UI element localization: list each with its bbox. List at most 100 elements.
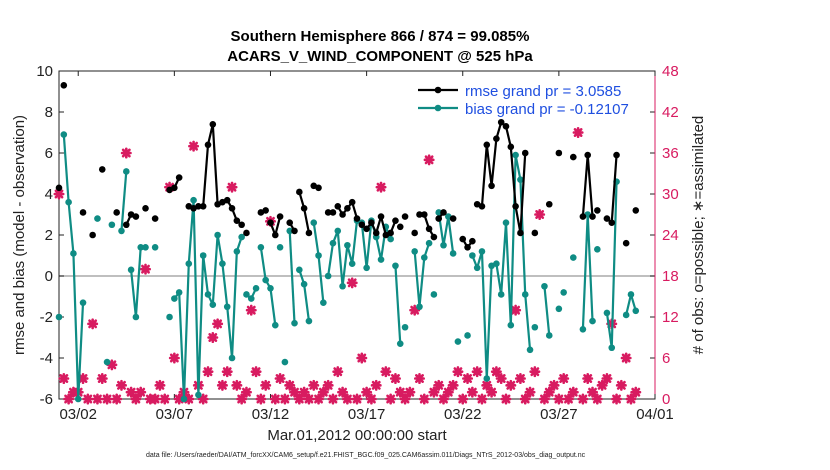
rmse-point [603,215,611,222]
bias-point [507,321,515,329]
obs-count-marker [433,379,445,391]
obs-count-marker [96,373,108,384]
rmse-point [329,209,337,216]
bias-point [108,221,116,229]
bias-point [166,313,173,321]
x-axis-label: Mar.01,2012 00:00:00 start [267,427,447,444]
rmse-point [175,174,183,181]
obs-count-marker [313,393,325,405]
bias-point [132,313,140,321]
obs-count-marker [293,393,305,405]
obs-count-marker [481,379,493,391]
rmse-point [430,233,438,241]
obs-count-marker [370,379,382,391]
bias-point [425,239,433,247]
rmse-point [171,184,178,192]
rmse-point [199,203,207,210]
y2-tick-label: 36 [662,145,679,162]
bias-point [416,303,423,311]
rmse-point [507,143,515,151]
obs-count-marker [380,366,392,378]
rmse-point [459,235,467,243]
obs-count-marker [471,366,483,378]
rmse-point [368,219,375,226]
obs-count-marker [413,373,425,384]
obs-count-marker [82,393,94,405]
rmse-point [238,221,245,229]
bias-point [252,285,260,292]
bias-point [420,254,428,261]
chart-subtitle: ACARS_V_WIND_COMPONENT @ 525 hPa [227,48,533,65]
rmse-point [483,141,491,149]
x-tick-label: 03/22 [444,406,482,423]
obs-count-marker [274,373,286,384]
rmse-point [594,207,601,214]
obs-count-marker [519,393,531,405]
bias-point [478,248,486,255]
obs-count-marker [269,393,281,405]
bias-point [185,260,193,268]
bias-point [286,227,294,235]
bias-point [339,282,346,290]
bias-point [344,241,351,249]
rmse-point [276,213,284,220]
bias-point [291,319,298,327]
bias-point [257,244,265,251]
bias-point [300,280,308,288]
obs-count-marker [625,393,637,405]
x-tick-label: 03/27 [540,406,578,423]
obs-count-marker [452,366,464,378]
rmse-point [344,205,351,212]
bias-point [440,241,447,249]
obs-count-marker [111,393,123,405]
rmse-point [358,221,366,229]
rmse-point [545,200,553,208]
bias-point [517,176,524,183]
bias-point [632,307,640,315]
legend-rmse-label: rmse grand pr = 3.0585 [465,83,621,100]
rmse-point [324,209,332,216]
obs-count-marker [630,386,642,398]
obs-count-marker [87,318,99,330]
rmse-point [305,229,313,237]
obs-count-marker [212,318,224,330]
bias-point [271,321,279,329]
bias-point [622,311,630,319]
obs-count-marker [202,366,214,378]
bias-point [469,252,476,259]
bias-line [288,230,296,324]
bias-point [74,395,82,403]
obs-count-marker [207,332,219,343]
obs-count-marker [168,352,180,364]
bias-point [70,250,77,257]
bias-point [334,227,342,235]
rmse-point [223,196,231,204]
bias-point [324,272,332,280]
x-tick-label: 03/17 [348,406,386,423]
bias-point [305,317,313,325]
rmse-point [531,229,539,237]
bias-point [560,289,567,296]
bias-point [103,358,111,366]
obs-count-marker [332,366,344,378]
bias-point [608,344,616,352]
obs-count-marker [409,304,421,316]
rmse-point [79,209,87,216]
y-tick-label: 8 [45,104,53,121]
obs-count-marker [188,140,200,152]
y2-tick-label: 6 [662,350,670,367]
obs-count-marker [447,379,459,391]
obs-count-marker [226,181,238,193]
bias-point [526,346,534,354]
bias-point [627,291,635,298]
rmse-point [372,229,380,237]
bias-point [122,168,130,175]
obs-count-marker [260,379,272,391]
obs-count-marker [173,393,185,405]
bias-point [377,256,385,263]
obs-count-marker [462,373,474,384]
rmse-point [132,213,140,220]
obs-count-marker [298,386,310,398]
rmse-point [60,82,68,89]
